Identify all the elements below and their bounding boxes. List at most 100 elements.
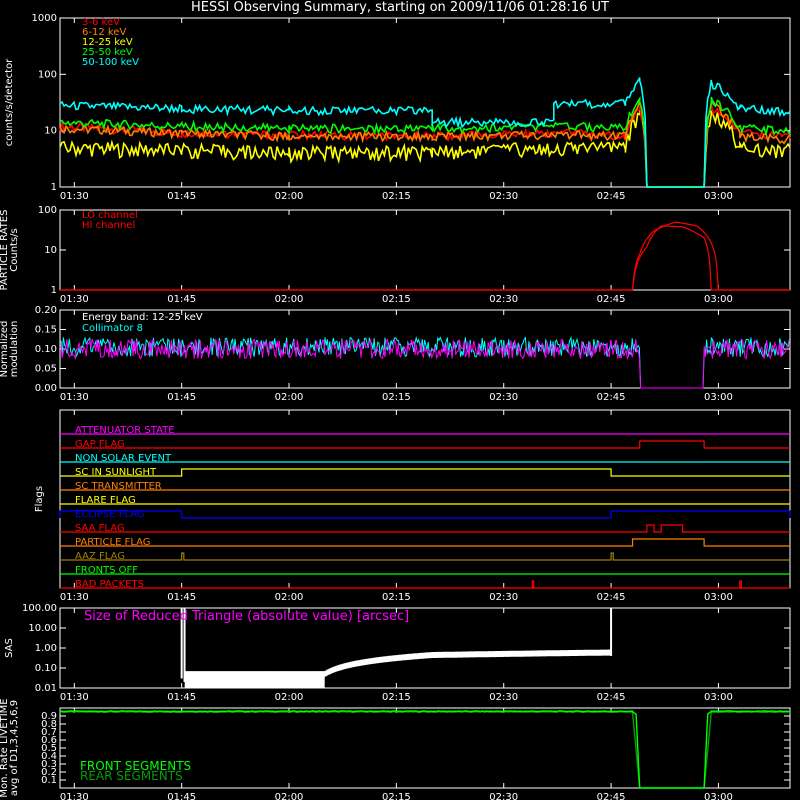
panel-count-rates: 01:30 01:45 02:00 02:15 02:30 02:45 03:00 1 10 10… <box>4 13 791 202</box>
y-axis-label: counts/s/detector <box>4 58 15 146</box>
series-line <box>59 108 791 188</box>
time-tick-label: 02:00 <box>275 392 304 403</box>
time-tick-label: 02:15 <box>382 191 411 202</box>
series-line <box>59 710 791 789</box>
time-tick-label: 02:00 <box>275 294 304 305</box>
flag-line <box>60 552 790 561</box>
panel-annotation: Size of Reduced Triangle (absolute value… <box>84 609 409 624</box>
panel-frame <box>59 409 791 589</box>
flag-line <box>60 524 790 533</box>
time-tick-label: 03:00 <box>704 294 733 305</box>
y-tick-label: 100 <box>38 69 57 80</box>
y-tick-label: 0.20 <box>35 305 57 316</box>
time-tick-label: 02:00 <box>275 692 304 703</box>
time-tick-label: 02:00 <box>275 792 304 800</box>
time-tick-label: 01:30 <box>60 392 89 403</box>
y-tick-label: 1 <box>51 285 57 296</box>
flag-label: BAD PACKETS <box>75 579 144 590</box>
legend-entry: 6-12 keV <box>82 27 126 38</box>
time-tick-label: 02:45 <box>597 191 626 202</box>
time-tick-label: 02:15 <box>382 294 411 305</box>
y-tick-label: 0.00 <box>35 383 57 394</box>
y-axis-label: avg of D1,3,4,5,6,9 <box>9 700 20 796</box>
time-tick-label: 02:00 <box>275 592 304 603</box>
y-tick-label: 0.4 <box>41 751 57 762</box>
panel-particle-rates: 01:30 01:45 02:00 02:15 02:30 02:45 03:00 1 10 10… <box>0 205 791 305</box>
flag-label: SC IN SUNLIGHT <box>75 467 157 478</box>
y-tick-label: 0.10 <box>35 663 57 674</box>
panel-annotation: Energy band: 12-25 keV <box>82 312 203 323</box>
y-tick-label: 0.10 <box>35 344 57 355</box>
time-tick-label: 01:30 <box>60 592 89 603</box>
time-tick-label: 03:00 <box>704 191 733 202</box>
y-tick-label: 1000 <box>32 13 57 24</box>
y-tick-label: 0.6 <box>41 735 57 746</box>
y-axis-label: SAS <box>4 638 15 658</box>
time-tick-label: 02:15 <box>382 692 411 703</box>
time-tick-label: 02:30 <box>489 792 518 800</box>
legend-entry: REAR SEGMENTS <box>80 769 183 783</box>
time-tick-label: 02:45 <box>597 592 626 603</box>
time-tick-label: 02:30 <box>489 294 518 305</box>
time-tick-label: 02:45 <box>597 294 626 305</box>
flag-line <box>60 468 790 477</box>
time-tick-label: 03:00 <box>704 692 733 703</box>
legend-entry: FRONT SEGMENTS <box>80 759 191 773</box>
page-title: HESSI Observing Summary, starting on 200… <box>191 0 609 15</box>
y-axis-label: Counts/s <box>9 228 20 272</box>
series-line <box>180 608 186 682</box>
time-tick-label: 02:45 <box>597 792 626 800</box>
flag-label: SAA FLAG <box>75 523 125 534</box>
time-tick-label: 01:30 <box>60 692 89 703</box>
legend-entry: 12-25 keV <box>82 37 133 48</box>
time-tick-label: 02:15 <box>382 592 411 603</box>
flag-label: GAP FLAG <box>75 439 125 450</box>
time-tick-label: 02:15 <box>382 792 411 800</box>
y-tick-label: 0.3 <box>41 759 57 770</box>
legend-entry: Collimator 8 <box>82 323 143 334</box>
time-tick-label: 01:45 <box>167 692 196 703</box>
y-tick-label: 1 <box>51 182 57 193</box>
flag-label: AAZ FLAG <box>75 551 125 562</box>
time-tick-label: 01:45 <box>167 294 196 305</box>
y-axis-label: Normalized <box>0 321 10 378</box>
time-tick-label: 02:30 <box>489 191 518 202</box>
time-tick-label: 03:00 <box>704 392 733 403</box>
panel-flags: 01:30 01:45 02:00 02:15 02:30 02:45 03:00 Flags… <box>34 409 791 603</box>
y-tick-label: 0.01 <box>35 683 57 694</box>
time-tick-label: 02:15 <box>382 392 411 403</box>
y-axis-label: Mon. Rate LIVETIME <box>0 698 10 797</box>
y-tick-label: 10 <box>44 126 57 137</box>
flag-label: PARTICLE FLAG <box>75 537 151 548</box>
y-axis-label: modulation <box>9 321 20 378</box>
flag-label: FLARE FLAG <box>75 495 136 506</box>
legend-entry: LO channel <box>82 210 138 221</box>
time-tick-label: 02:45 <box>597 692 626 703</box>
series-line <box>59 104 791 188</box>
flag-label: SC TRANSMITTER <box>75 481 162 492</box>
flag-label: FRONTS OFF <box>75 565 138 576</box>
legend-entry: HI channel <box>82 220 135 231</box>
series-line <box>59 77 791 188</box>
panel-livetime: 01:30 01:45 02:00 02:15 02:30 02:45 03:000.10.… <box>0 698 791 800</box>
time-tick-label: 01:45 <box>167 592 196 603</box>
y-tick-label: 10.00 <box>28 623 57 634</box>
y-tick-label: 0.1 <box>41 775 57 786</box>
series-line <box>60 221 790 291</box>
y-tick-label: 0.5 <box>41 743 57 754</box>
flag-line <box>60 580 790 589</box>
flag-line <box>60 538 790 547</box>
y-tick-label: 0.2 <box>41 767 57 778</box>
time-tick-label: 03:00 <box>704 792 733 800</box>
time-tick-label: 02:30 <box>489 392 518 403</box>
y-axis-label: Flags <box>34 486 45 512</box>
y-tick-label: 100.00 <box>22 603 57 614</box>
series-line <box>60 338 790 389</box>
y-tick-label: 10 <box>44 245 57 256</box>
time-tick-label: 02:30 <box>489 692 518 703</box>
y-tick-label: 0.8 <box>41 719 57 730</box>
time-tick-label: 02:30 <box>489 592 518 603</box>
y-tick-label: 100 <box>38 205 57 216</box>
time-tick-label: 01:45 <box>167 392 196 403</box>
